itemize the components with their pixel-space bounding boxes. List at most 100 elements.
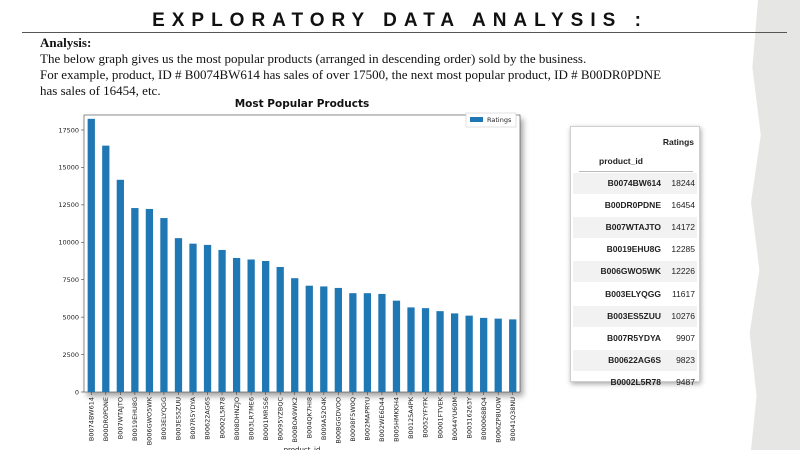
table-row: B003ELYQGG 11617 — [573, 284, 697, 305]
x-tick-label: B008DHNZJO — [233, 397, 241, 440]
x-axis-label: product_id — [284, 446, 321, 450]
table-index-name: product_id — [599, 156, 643, 166]
x-tick-label: B0074BW614 — [87, 397, 95, 441]
bar-B0001MR5S6 — [262, 260, 270, 392]
table-cell-product-id: B007R5YDYA — [606, 332, 661, 343]
y-axis: 0 2500 5000 7500 10000 12500 15000 17500 — [58, 126, 84, 396]
x-tick-label: B009A52O4K — [320, 396, 328, 440]
table-row: B006GWO5WK 12226 — [573, 261, 697, 283]
x-tick-label: B0002L5R78 — [218, 397, 226, 439]
x-tick-label: B00622AG6S — [204, 397, 212, 440]
x-tick-label: B0044YU60M — [451, 397, 459, 441]
plot-area — [83, 114, 521, 393]
x-tick-label: B0001MR5S6 — [262, 397, 270, 441]
bar-B00125A4PK — [407, 307, 415, 392]
x-tick-label: B003LR7ME6 — [247, 397, 255, 440]
bars-group — [87, 118, 517, 393]
bar-B0001FTVEK — [436, 311, 444, 392]
torn-paper-edge — [749, 0, 800, 450]
table-cell-product-id: B003ELYQGG — [605, 288, 661, 299]
x-tick-label: B003ES5ZUU — [175, 397, 183, 440]
bar-B002WE6D44 — [378, 293, 386, 392]
x-tick-label: B00DR0PDNE — [102, 397, 110, 441]
x-tick-label: B007WTAJTO — [117, 397, 125, 439]
legend-label: Ratings — [487, 116, 512, 124]
y-tick-label: 7500 — [62, 276, 79, 284]
bar-B0098F5W0Q — [349, 293, 357, 392]
bar-B0019EHU8G — [131, 208, 139, 392]
analysis-line-1: The below graph gives us the most popula… — [40, 51, 587, 66]
y-tick-label: 0 — [75, 388, 79, 396]
bar-B006GWO5WK — [145, 208, 154, 392]
table-cell-rating: 10276 — [671, 310, 695, 321]
x-tick-label: B004QK7HI8 — [305, 397, 313, 438]
x-tick-label: B0098F5W0Q — [349, 397, 357, 442]
legend-box — [465, 112, 517, 128]
table-row: B003ES5ZUU 10276 — [573, 305, 697, 327]
bar-B0044YU60M — [450, 313, 459, 392]
y-tick-label: 5000 — [62, 313, 79, 321]
bar-B000068BQ4 — [480, 317, 488, 392]
analysis-heading: Analysis: — [40, 35, 92, 50]
title-underline — [22, 32, 787, 33]
bar-B00BGGDVOO — [334, 287, 342, 392]
bar-B00316263Y — [465, 315, 473, 392]
bar-B006ZP8UOW — [494, 318, 502, 392]
table-cell-product-id: B006GWO5WK — [600, 266, 661, 277]
x-tick-label: B0041Q38NU — [509, 397, 517, 441]
table-cell-rating: 12285 — [671, 244, 695, 255]
table-row: B007R5YDYA 9907 — [573, 328, 697, 349]
bar-B0074BW614 — [87, 118, 95, 393]
x-tick-label: B00BOA9WK2 — [291, 397, 299, 442]
analysis-line-2: For example, product, ID # B0074BW614 ha… — [40, 67, 662, 82]
bar-B005HMKKH4 — [392, 300, 401, 392]
x-tick-label: B002MAPRYU — [364, 397, 372, 441]
x-tick-label: B0001FTVEK — [436, 396, 444, 438]
x-tick-label: B006ZP8UOW — [494, 396, 502, 442]
table-cell-product-id: B003ES5ZUU — [607, 310, 661, 321]
table-row: B0002L5R78 9487 — [573, 372, 697, 393]
legend-swatch — [470, 117, 483, 122]
x-tick-label: B002WE6D44 — [378, 397, 386, 442]
table-cell-rating: 18244 — [671, 178, 695, 188]
table-cell-product-id: B00DR0PDNE — [604, 200, 661, 211]
ratings-table: Ratings product_id B0074BW614 18244 B00DR0… — [570, 126, 700, 387]
x-tick-label: B003ELYQGG — [160, 397, 168, 440]
legend: Ratings — [465, 112, 517, 128]
table-row: B00DR0PDNE 16454 — [573, 195, 697, 216]
bar-B0041Q38NU — [509, 319, 517, 392]
y-tick-label: 15000 — [58, 164, 79, 172]
bar-B008DHNZJO — [232, 257, 241, 392]
x-tick-label: B0019EHU8G — [131, 397, 139, 441]
y-tick-label: 17500 — [58, 126, 79, 134]
table-column-header: Ratings — [662, 137, 694, 147]
x-tick-label: B00BGGDVOO — [335, 397, 343, 444]
x-tick-label: B007R5YDYA — [189, 396, 197, 439]
table-cell-rating: 9823 — [676, 354, 695, 365]
table-row: B0074BW614 18244 — [573, 173, 697, 194]
y-tick-label: 2500 — [62, 351, 79, 359]
bar-B003LR7ME6 — [247, 259, 255, 392]
table-cell-product-id: B0002L5R78 — [610, 376, 661, 387]
bar-B0052YFYFK — [421, 308, 430, 392]
x-tick-label: B006GWO5WK — [146, 396, 154, 445]
bar-B0095YZBQC — [276, 266, 284, 392]
x-axis: B0074BW614 B00DR0PDNE B007WTAJTO B0019EHU8G… — [87, 392, 517, 445]
bar-B007WTAJTO — [116, 179, 124, 392]
bar-B00BOA9WK2 — [291, 278, 299, 392]
bar-B00622AG6S — [203, 244, 212, 392]
x-tick-label: B00316263Y — [465, 397, 473, 439]
bar-B007R5YDYA — [189, 243, 197, 392]
table-cell-rating: 12226 — [671, 266, 695, 277]
y-tick-label: 12500 — [58, 201, 79, 209]
bar-B003ES5ZUU — [174, 238, 183, 392]
table-cell-product-id: B0019EHU8G — [606, 244, 661, 255]
table-cell-rating: 14172 — [671, 222, 695, 233]
table-cell-product-id: B00622AG6S — [608, 354, 661, 365]
table-row: B007WTAJTO 14172 — [573, 217, 697, 239]
analysis-line-3: has sales of 16454, etc. — [40, 83, 161, 98]
slide-title: EXPLORATORY DATA ANALYSIS : — [152, 10, 648, 31]
x-tick-label: B0095YZBQC — [276, 397, 284, 441]
bar-B003ELYQGG — [160, 218, 168, 392]
bar-B009A52O4K — [320, 286, 328, 392]
